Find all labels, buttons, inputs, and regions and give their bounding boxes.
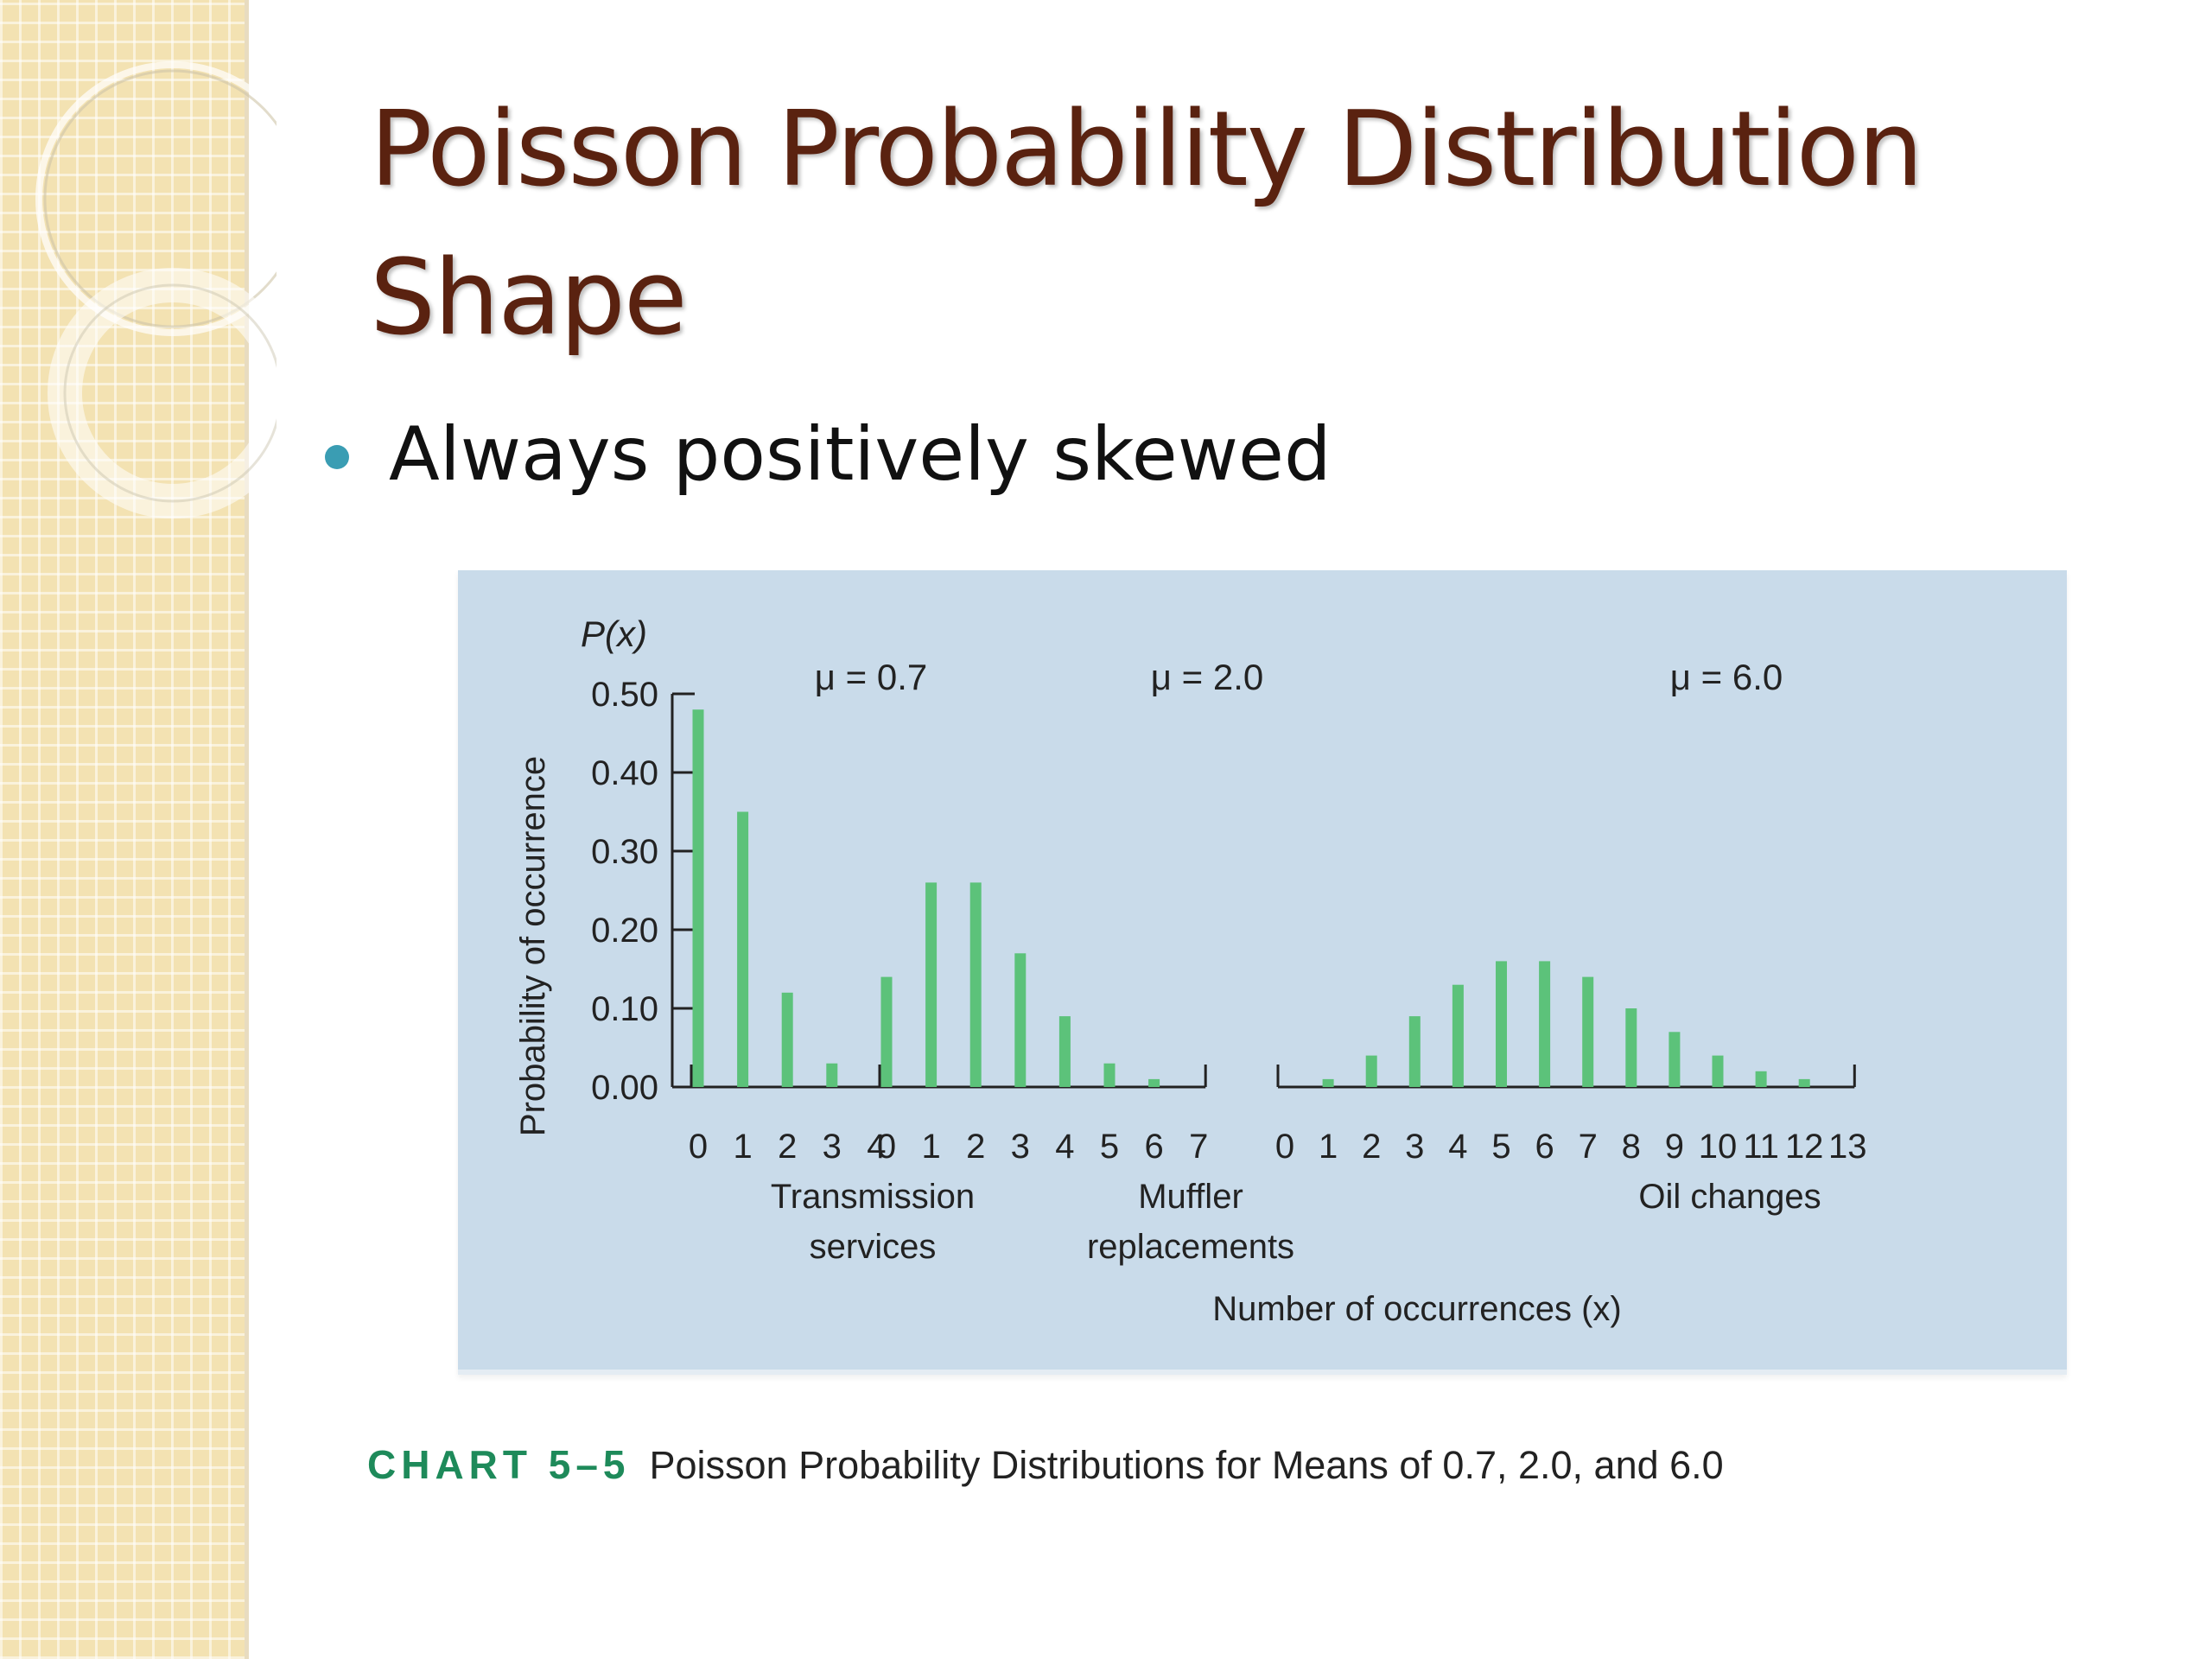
panel-name-label: Muffler	[1138, 1178, 1243, 1216]
x-tick-label: 2	[1362, 1128, 1381, 1166]
panel-name-label: Transmission	[771, 1178, 975, 1216]
x-axis-title: Number of occurrences (x)	[1212, 1290, 1621, 1328]
bar	[737, 811, 749, 1087]
x-tick-label: 4	[1055, 1128, 1074, 1166]
x-tick-label: 7	[1579, 1128, 1598, 1166]
x-tick-label: 4	[1448, 1128, 1467, 1166]
y-tick-label: 0.50	[591, 676, 658, 714]
x-tick-label: 9	[1665, 1128, 1684, 1166]
x-tick-label: 6	[1535, 1128, 1554, 1166]
slide-title-line-2: Shape	[370, 238, 688, 359]
caption-text: Poisson Probability Distributions for Me…	[649, 1443, 1724, 1487]
y-tick-label: 0.40	[591, 754, 658, 792]
mean-label: μ = 2.0	[1151, 657, 1263, 697]
slide-title: Poisson Probability Distribution Shape	[370, 76, 2012, 373]
x-tick-label: 8	[1622, 1128, 1641, 1166]
y-axis-title: Probability of occurrence	[514, 756, 552, 1136]
bar	[880, 976, 893, 1087]
bullet-text: Always positively skewed	[389, 411, 1332, 498]
bar	[1712, 1055, 1724, 1087]
decorative-rings	[35, 61, 276, 518]
x-tick-label: 5	[1491, 1128, 1510, 1166]
bullet-dot-icon	[325, 445, 349, 469]
x-tick-label: 2	[778, 1128, 797, 1166]
x-tick-label: 7	[1189, 1128, 1208, 1166]
bar	[1058, 1016, 1071, 1087]
bar	[826, 1063, 838, 1087]
x-tick-label: 2	[966, 1128, 985, 1166]
panel-name-label: Oil changes	[1638, 1178, 1821, 1216]
panel-name-label: services	[810, 1228, 937, 1266]
chart-panel	[458, 570, 2067, 1375]
bar	[1014, 953, 1027, 1087]
x-tick-label: 1	[921, 1128, 940, 1166]
bar	[781, 992, 793, 1087]
x-tick-label: 0	[689, 1128, 708, 1166]
bar	[1582, 976, 1594, 1087]
bar	[1365, 1055, 1377, 1087]
chart-caption: CHART 5–5 Poisson Probability Distributio…	[367, 1441, 1724, 1488]
x-tick-label: 1	[733, 1128, 752, 1166]
y-tick-label: 0.20	[591, 912, 658, 950]
x-tick-label: 0	[877, 1128, 896, 1166]
mean-label: μ = 6.0	[1670, 657, 1783, 697]
bar	[1452, 984, 1464, 1087]
x-tick-label: 0	[1275, 1128, 1294, 1166]
bar	[1669, 1032, 1681, 1087]
bar	[1148, 1078, 1160, 1087]
x-tick-label: 5	[1100, 1128, 1119, 1166]
x-tick-label: 3	[1011, 1128, 1030, 1166]
y-axis-top-label: P(x)	[581, 613, 647, 654]
x-tick-label: 4	[867, 1128, 886, 1166]
x-tick-label: 13	[1828, 1128, 1867, 1166]
x-tick-label: 3	[1405, 1128, 1424, 1166]
side-strip-edge	[245, 0, 249, 1659]
poisson-chart: 0.00 0.10 0.20 0.30 0.40 0.50 P(x) Probability …	[514, 613, 1867, 1328]
bar	[925, 882, 938, 1087]
x-tick-label: 1	[1319, 1128, 1338, 1166]
y-tick-label: 0.00	[591, 1069, 658, 1107]
bar	[1408, 1016, 1421, 1087]
bar	[969, 882, 982, 1087]
x-tick-label: 6	[1144, 1128, 1163, 1166]
panel-name-label: replacements	[1087, 1228, 1294, 1266]
slide-title-line-1: Poisson Probability Distribution	[370, 90, 1923, 210]
x-tick-label: 10	[1699, 1128, 1738, 1166]
bar	[1496, 961, 1507, 1087]
bar	[1539, 961, 1551, 1087]
x-tick-label: 11	[1743, 1128, 1779, 1166]
bar	[1755, 1071, 1767, 1087]
x-tick-label: 12	[1785, 1128, 1824, 1166]
x-tick-label: 3	[823, 1128, 842, 1166]
y-tick-label: 0.30	[591, 833, 658, 871]
bar	[1322, 1078, 1334, 1087]
caption-label: CHART 5–5	[367, 1442, 631, 1487]
bar	[1103, 1063, 1116, 1087]
y-tick-label: 0.10	[591, 990, 658, 1028]
bar	[1798, 1078, 1810, 1087]
mean-label: μ = 0.7	[815, 657, 927, 697]
bar	[692, 709, 704, 1087]
bar	[1625, 1008, 1637, 1087]
